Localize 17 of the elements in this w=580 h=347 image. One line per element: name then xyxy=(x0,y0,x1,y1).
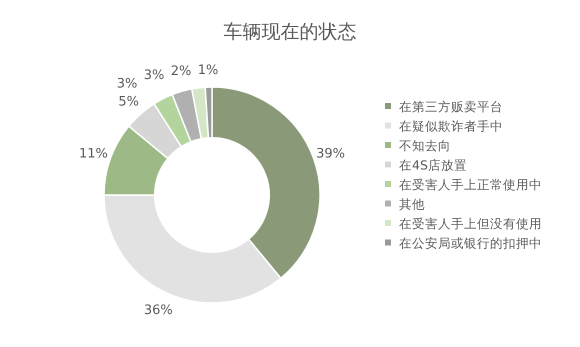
legend-label: 其他 xyxy=(399,196,425,212)
chart-title: 车辆现在的状态 xyxy=(224,21,356,43)
legend-label: 在公安局或银行的扣押中 xyxy=(399,236,542,250)
data-label: 2% xyxy=(170,64,192,79)
data-label: 39% xyxy=(316,146,346,162)
data-label: 36% xyxy=(144,303,173,318)
legend-label: 不知去向 xyxy=(399,138,451,153)
data-label: 11% xyxy=(78,146,108,162)
legend-label: 在第三方贩卖平台 xyxy=(399,99,503,114)
data-label: 3% xyxy=(116,76,138,92)
data-label: 1% xyxy=(198,63,218,78)
legend-label: 在4S店放置 xyxy=(399,158,467,172)
legend-label: 在疑似欺诈者手中 xyxy=(399,118,503,134)
data-label: 3% xyxy=(144,68,164,84)
data-label: 5% xyxy=(118,94,139,110)
legend-label: 在受害人手上正常使用中 xyxy=(399,177,542,192)
legend-label: 在受害人手上但没有使用 xyxy=(399,216,542,231)
